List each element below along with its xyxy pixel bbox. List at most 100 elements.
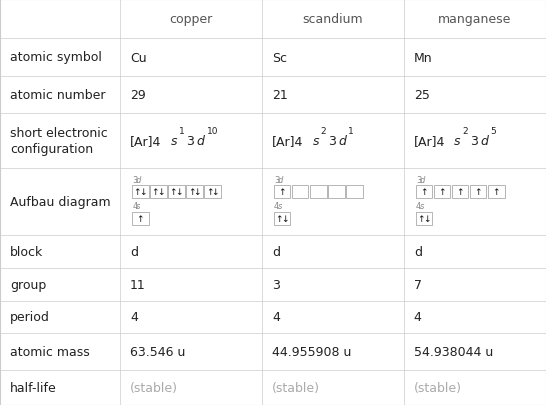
- Text: 25: 25: [414, 89, 430, 102]
- Text: copper: copper: [169, 13, 213, 26]
- Text: s: s: [454, 135, 461, 148]
- Text: Aufbau diagram: Aufbau diagram: [10, 196, 110, 209]
- Text: half-life: half-life: [10, 381, 57, 394]
- Text: ↓: ↓: [176, 187, 183, 196]
- Text: d: d: [420, 175, 425, 184]
- Bar: [274, 212, 290, 225]
- Text: ↑: ↑: [134, 187, 141, 196]
- Bar: [292, 185, 308, 198]
- Text: 1: 1: [348, 127, 354, 136]
- Text: scandium: scandium: [302, 13, 364, 26]
- Bar: [204, 185, 221, 198]
- Text: (stable): (stable): [272, 381, 320, 394]
- Bar: [310, 185, 327, 198]
- Text: group: group: [10, 278, 46, 291]
- Text: ↑: ↑: [420, 187, 428, 196]
- Text: ↑: ↑: [278, 187, 286, 196]
- Text: 3: 3: [272, 278, 280, 291]
- Text: period: period: [10, 311, 50, 324]
- Text: ↑: ↑: [456, 187, 464, 196]
- Text: ↑: ↑: [418, 214, 425, 223]
- Text: 4: 4: [414, 311, 422, 324]
- Text: ↑: ↑: [170, 187, 177, 196]
- Bar: [168, 185, 185, 198]
- Text: ↑: ↑: [276, 214, 283, 223]
- Text: (stable): (stable): [130, 381, 178, 394]
- Text: d: d: [278, 175, 283, 184]
- Text: d: d: [197, 135, 204, 148]
- Bar: [328, 185, 345, 198]
- Text: 7: 7: [414, 278, 422, 291]
- Text: 3: 3: [274, 175, 280, 184]
- Text: 29: 29: [130, 89, 146, 102]
- Text: Cu: Cu: [130, 51, 146, 64]
- Text: s: s: [170, 135, 177, 148]
- Bar: [488, 185, 505, 198]
- Text: ↓: ↓: [158, 187, 165, 196]
- Text: ↓: ↓: [194, 187, 201, 196]
- Text: d: d: [130, 245, 138, 258]
- Text: [Ar]4: [Ar]4: [130, 135, 161, 148]
- Text: 5: 5: [490, 127, 496, 136]
- Text: 11: 11: [130, 278, 146, 291]
- Text: ↑: ↑: [474, 187, 482, 196]
- Text: 4: 4: [130, 311, 138, 324]
- Text: atomic symbol: atomic symbol: [10, 51, 102, 64]
- Text: block: block: [10, 245, 43, 258]
- Bar: [416, 212, 432, 225]
- Text: 63.546 u: 63.546 u: [130, 345, 185, 358]
- Text: s: s: [136, 202, 140, 211]
- Text: Sc: Sc: [272, 51, 287, 64]
- Text: 3: 3: [186, 135, 194, 148]
- Text: 3: 3: [132, 175, 138, 184]
- Text: ↑: ↑: [188, 187, 195, 196]
- Text: atomic number: atomic number: [10, 89, 105, 102]
- Bar: [186, 185, 203, 198]
- Text: [Ar]4: [Ar]4: [414, 135, 445, 148]
- Bar: [470, 185, 486, 198]
- Text: 1: 1: [179, 127, 185, 136]
- Text: d: d: [338, 135, 346, 148]
- Text: d: d: [414, 245, 422, 258]
- Text: [Ar]4: [Ar]4: [272, 135, 303, 148]
- Text: ↓: ↓: [212, 187, 219, 196]
- Bar: [416, 185, 432, 198]
- Text: s: s: [420, 202, 424, 211]
- Text: 3: 3: [416, 175, 422, 184]
- Text: 4: 4: [274, 202, 280, 211]
- Bar: [132, 212, 149, 225]
- Bar: [346, 185, 363, 198]
- Text: ↑: ↑: [136, 214, 144, 223]
- Text: s: s: [312, 135, 319, 148]
- Bar: [274, 185, 290, 198]
- Text: ↑: ↑: [152, 187, 159, 196]
- Text: 44.955908 u: 44.955908 u: [272, 345, 351, 358]
- Text: ↑: ↑: [206, 187, 213, 196]
- Bar: [132, 185, 149, 198]
- Text: d: d: [480, 135, 488, 148]
- Text: ↑: ↑: [438, 187, 446, 196]
- Text: 2: 2: [321, 127, 327, 136]
- Text: 3: 3: [328, 135, 336, 148]
- Text: ↓: ↓: [282, 214, 289, 223]
- Bar: [434, 185, 450, 198]
- Text: ↓: ↓: [424, 214, 431, 223]
- Text: ↓: ↓: [140, 187, 147, 196]
- Text: d: d: [272, 245, 280, 258]
- Text: 4: 4: [272, 311, 280, 324]
- Text: 54.938044 u: 54.938044 u: [414, 345, 493, 358]
- Text: (stable): (stable): [414, 381, 462, 394]
- Text: ↑: ↑: [492, 187, 500, 196]
- Text: short electronic
configuration: short electronic configuration: [10, 127, 108, 156]
- Bar: [150, 185, 167, 198]
- Text: 21: 21: [272, 89, 288, 102]
- Text: manganese: manganese: [438, 13, 512, 26]
- Text: atomic mass: atomic mass: [10, 345, 90, 358]
- Text: 10: 10: [206, 127, 218, 136]
- Text: 4: 4: [416, 202, 422, 211]
- Text: d: d: [136, 175, 141, 184]
- Bar: [452, 185, 468, 198]
- Text: Mn: Mn: [414, 51, 432, 64]
- Text: 3: 3: [470, 135, 478, 148]
- Text: 2: 2: [463, 127, 468, 136]
